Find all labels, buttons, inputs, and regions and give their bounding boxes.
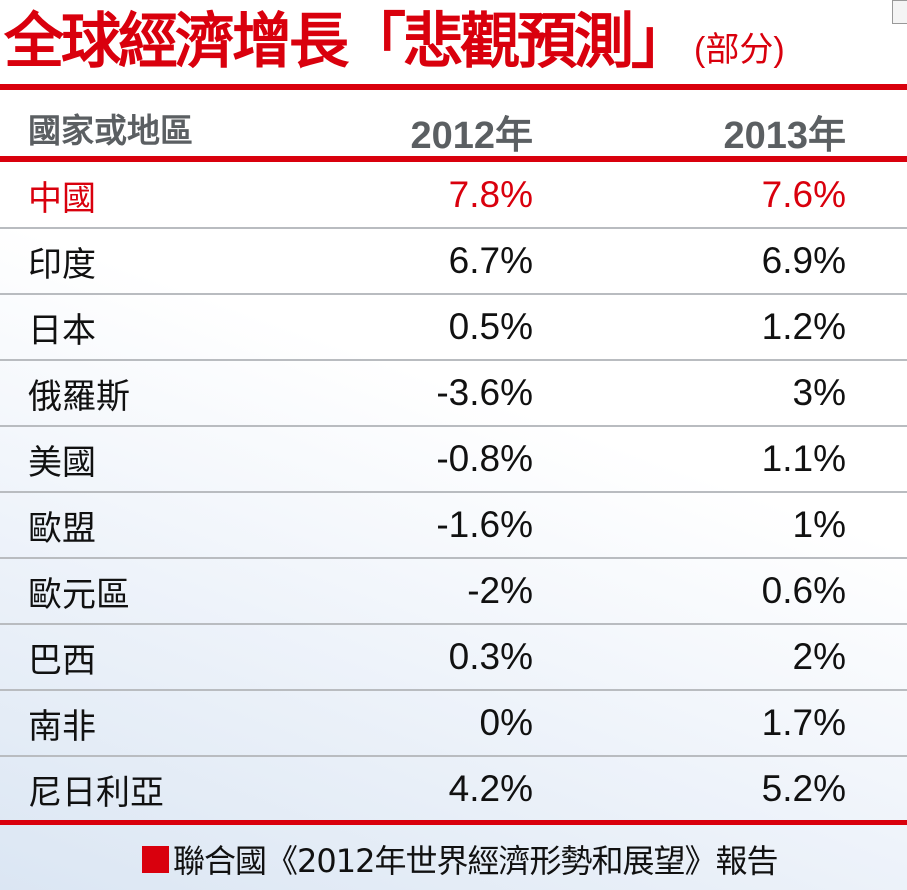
table-row: 日本 0.5% 1.2% — [0, 294, 907, 360]
source-note: 聯合國《2012年世界經濟形勢和展望》報告 — [142, 836, 778, 882]
value-2013-cell: 6.9% — [761, 240, 846, 281]
region-cell: 南非 — [28, 706, 96, 747]
row-divider — [0, 227, 907, 229]
value-2013-cell: 1% — [792, 504, 846, 545]
region-cell: 日本 — [28, 310, 96, 351]
bottom-rule — [0, 820, 907, 825]
source-text: 聯合國《2012年世界經濟形勢和展望》報告 — [173, 842, 778, 880]
row-divider — [0, 623, 907, 625]
table-row: 俄羅斯 -3.6% 3% — [0, 360, 907, 426]
corner-icon — [892, 0, 907, 24]
table-row: 巴西 0.3% 2% — [0, 624, 907, 690]
value-2013-cell: 1.2% — [761, 306, 846, 347]
table-row: 尼日利亞 4.2% 5.2% — [0, 756, 907, 822]
row-divider — [0, 293, 907, 295]
value-2012-cell: 0.5% — [448, 306, 533, 347]
value-2012-cell: -3.6% — [436, 372, 533, 413]
header-region: 國家或地區 — [28, 111, 193, 150]
value-2013-cell: 7.6% — [761, 174, 846, 215]
value-2013-cell: 1.1% — [761, 438, 846, 479]
table-row: 美國 -0.8% 1.1% — [0, 426, 907, 492]
chart-title: 全球經濟增長「悲觀預測」 (部分) — [4, 2, 785, 82]
header-2012: 2012年 — [410, 115, 533, 157]
header-2013: 2013年 — [723, 115, 846, 157]
table-row: 印度 6.7% 6.9% — [0, 228, 907, 294]
value-2013-cell: 1.7% — [761, 702, 846, 743]
table-row: 中國 7.8% 7.6% — [0, 162, 907, 228]
top-rule — [0, 84, 907, 90]
title-sub: (部分) — [694, 31, 785, 69]
row-divider — [0, 557, 907, 559]
header-rule — [0, 156, 907, 162]
row-divider — [0, 359, 907, 361]
region-cell: 美國 — [28, 442, 96, 483]
region-cell: 尼日利亞 — [28, 772, 164, 813]
value-2013-cell: 5.2% — [761, 768, 846, 809]
region-cell: 俄羅斯 — [28, 376, 130, 417]
value-2012-cell: -0.8% — [436, 438, 533, 479]
row-divider — [0, 491, 907, 493]
value-2012-cell: -1.6% — [436, 504, 533, 545]
row-divider — [0, 689, 907, 691]
value-2012-cell: 0% — [479, 702, 533, 743]
region-cell: 歐元區 — [28, 574, 130, 615]
value-2013-cell: 0.6% — [761, 570, 846, 611]
region-cell: 印度 — [28, 244, 96, 285]
value-2013-cell: 2% — [792, 636, 846, 677]
table-row: 歐元區 -2% 0.6% — [0, 558, 907, 624]
value-2012-cell: 6.7% — [448, 240, 533, 281]
table-row: 南非 0% 1.7% — [0, 690, 907, 756]
value-2013-cell: 3% — [792, 372, 846, 413]
value-2012-cell: 7.8% — [448, 174, 533, 215]
table-header: 國家或地區 2012年 2013年 — [0, 92, 907, 158]
value-2012-cell: -2% — [467, 570, 533, 611]
table-row: 歐盟 -1.6% 1% — [0, 492, 907, 558]
region-cell: 歐盟 — [28, 508, 96, 549]
row-divider — [0, 425, 907, 427]
region-cell: 巴西 — [28, 640, 96, 681]
red-square-icon — [142, 845, 169, 873]
value-2012-cell: 4.2% — [448, 768, 533, 809]
value-2012-cell: 0.3% — [448, 636, 533, 677]
region-cell: 中國 — [28, 178, 96, 219]
title-main: 全球經濟增長「悲觀預測」 — [4, 7, 691, 77]
row-divider — [0, 755, 907, 757]
